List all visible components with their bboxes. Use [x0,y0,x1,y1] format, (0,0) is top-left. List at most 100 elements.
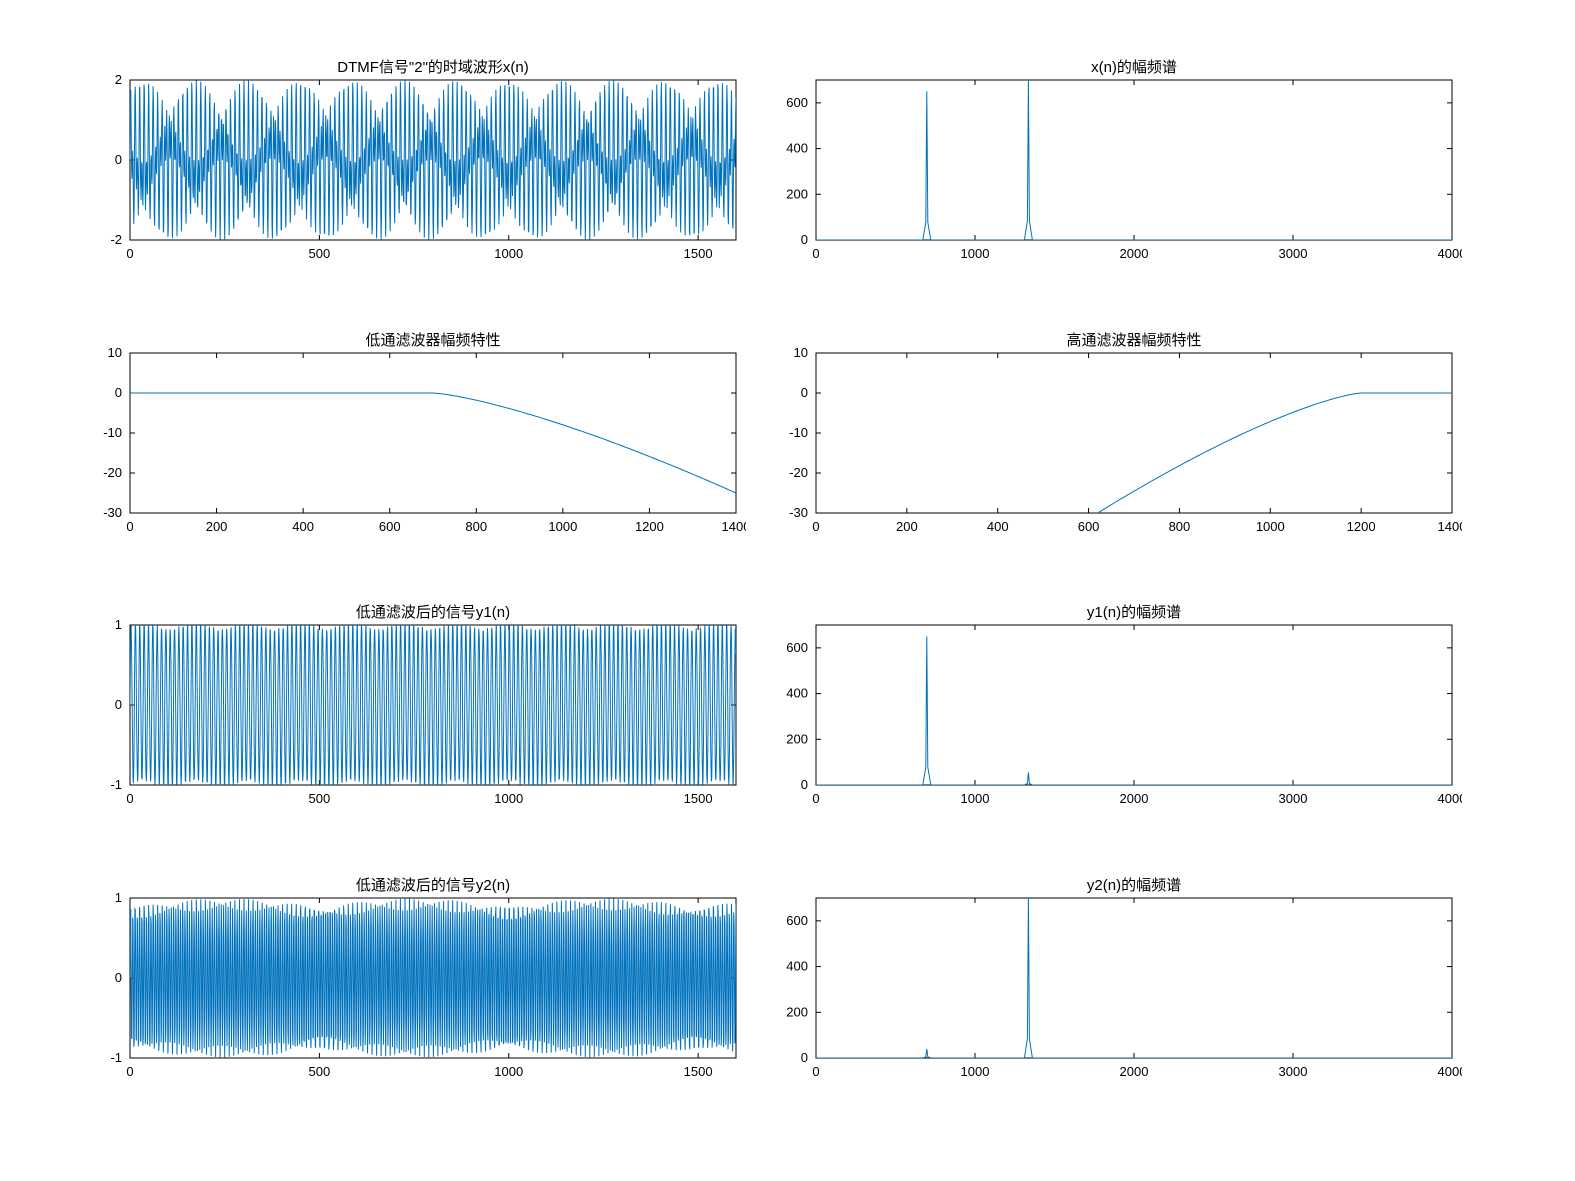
data-line [816,898,1452,1058]
axes-box [130,353,736,513]
subplot-sp2: x(n)的幅频谱010002000300040000200400600 [816,80,1452,240]
ytick-label: -20 [103,465,122,480]
xtick-label: 1200 [1347,519,1376,534]
subplot-svg: 0200400600800100012001400-30-20-10010 [70,348,746,543]
xtick-label: 1500 [684,791,713,806]
ytick-label: 0 [801,385,808,400]
axes-box [816,353,1452,513]
subplot-svg: 010002000300040000200400600 [756,893,1462,1088]
xtick-label: 500 [309,246,331,261]
data-line [130,899,736,1058]
xtick-label: 1000 [1256,519,1285,534]
axes-box [816,898,1452,1058]
subplot-svg: 0 1000 2000 3000 4000 0 200 400 600 [756,75,1462,270]
subplot-svg: 010002000300040000200400600 [756,620,1462,815]
ytick-label: 400 [786,141,808,156]
ytick-label: 2 [115,75,122,87]
ytick-label: 0 [801,232,808,247]
xtick-label: 1000 [494,246,523,261]
ytick-label: 200 [786,186,808,201]
xtick-label: 1400 [1438,519,1462,534]
ytick-label: -20 [789,465,808,480]
xtick-label: 600 [1078,519,1100,534]
ytick-label: 400 [786,686,808,701]
data-line [816,393,1452,533]
xtick-label: 500 [309,1064,331,1079]
ytick-label: 200 [786,731,808,746]
xtick-label: 0 [126,1064,133,1079]
ytick-label: 0 [801,1050,808,1065]
ytick-label: 1 [115,620,122,632]
ytick-label: -30 [789,505,808,520]
xtick-label: 400 [292,519,314,534]
xtick-label: 0 [126,246,133,261]
subplot-svg: 0 500 1000 1500 -2 0 2 [70,75,746,270]
ytick-label: -10 [103,425,122,440]
xtick-label: 200 [896,519,918,534]
data-line [130,80,736,240]
subplot-sp5: 低通滤波后的信号y1(n)050010001500-101 [130,625,736,785]
ytick-label: 600 [786,640,808,655]
ytick-label: -30 [103,505,122,520]
xtick-label: 400 [987,519,1009,534]
ytick-label: 1 [115,893,122,905]
xtick-label: 1500 [684,1064,713,1079]
xtick-label: 2000 [1120,246,1149,261]
xtick-label: 2000 [1120,791,1149,806]
xtick-label: 3000 [1279,1064,1308,1079]
figure: DTMF信号"2"的时域波形x(n)050010001500-202 x(n)的幅… [0,0,1575,1181]
subplot-title: x(n)的幅频谱 [816,56,1452,77]
subplot-svg: 0 500 1000 1500 -1 0 1 [70,620,746,815]
ytick-label: 0 [115,152,122,167]
ytick-label: 0 [115,970,122,985]
xtick-label: 1000 [548,519,577,534]
ytick-label: -1 [110,1050,122,1065]
xtick-label: 200 [206,519,228,534]
ytick-label: 200 [786,1004,808,1019]
ytick-label: 0 [115,697,122,712]
xtick-label: 0 [126,519,133,534]
xtick-label: 500 [309,791,331,806]
xtick-label: 1500 [684,246,713,261]
subplot-title: 低通滤波后的信号y1(n) [130,601,736,622]
data-line [816,80,1452,240]
xtick-label: 800 [465,519,487,534]
subplot-title: 低通滤波后的信号y2(n) [130,874,736,895]
xtick-label: 3000 [1279,791,1308,806]
subplot-svg: 0 200 400 600 800 1000 1200 1400 -30 -20 -10 0 10 [756,348,1462,543]
xtick-label: 1000 [961,791,990,806]
xtick-label: 0 [812,246,819,261]
xtick-label: 0 [812,519,819,534]
xtick-label: 0 [812,1064,819,1079]
subplot-sp6: y1(n)的幅频谱010002000300040000200400600 [816,625,1452,785]
data-line [130,393,736,493]
xtick-label: 1400 [722,519,746,534]
ytick-label: -1 [110,777,122,792]
data-line [130,621,736,789]
xtick-label: 1000 [961,246,990,261]
ytick-label: 400 [786,959,808,974]
ytick-label: 600 [786,95,808,110]
subplot-sp8: y2(n)的幅频谱010002000300040000200400600 [816,898,1452,1058]
xtick-label: 4000 [1438,246,1462,261]
ytick-label: 0 [801,777,808,792]
ytick-label: 600 [786,913,808,928]
axes-box [816,625,1452,785]
xtick-label: 1200 [635,519,664,534]
xtick-label: 0 [812,791,819,806]
xtick-label: 800 [1169,519,1191,534]
subplot-sp3: 低通滤波器幅频特性0200400600800100012001400-30-20… [130,353,736,513]
xtick-label: 1000 [961,1064,990,1079]
xtick-label: 3000 [1279,246,1308,261]
subplot-sp7: 低通滤波后的信号y2(n)050010001500-101 [130,898,736,1058]
ytick-label: -10 [789,425,808,440]
ytick-label: 10 [794,348,808,360]
xtick-label: 1000 [494,1064,523,1079]
xtick-label: 1000 [494,791,523,806]
ytick-label: -2 [110,232,122,247]
subplot-sp4: 高通滤波器幅频特性0200400600800100012001400-30-20… [816,353,1452,513]
xtick-label: 0 [126,791,133,806]
axes-box [816,80,1452,240]
xtick-label: 2000 [1120,1064,1149,1079]
subplot-sp1: DTMF信号"2"的时域波形x(n)050010001500-202 [130,80,736,240]
